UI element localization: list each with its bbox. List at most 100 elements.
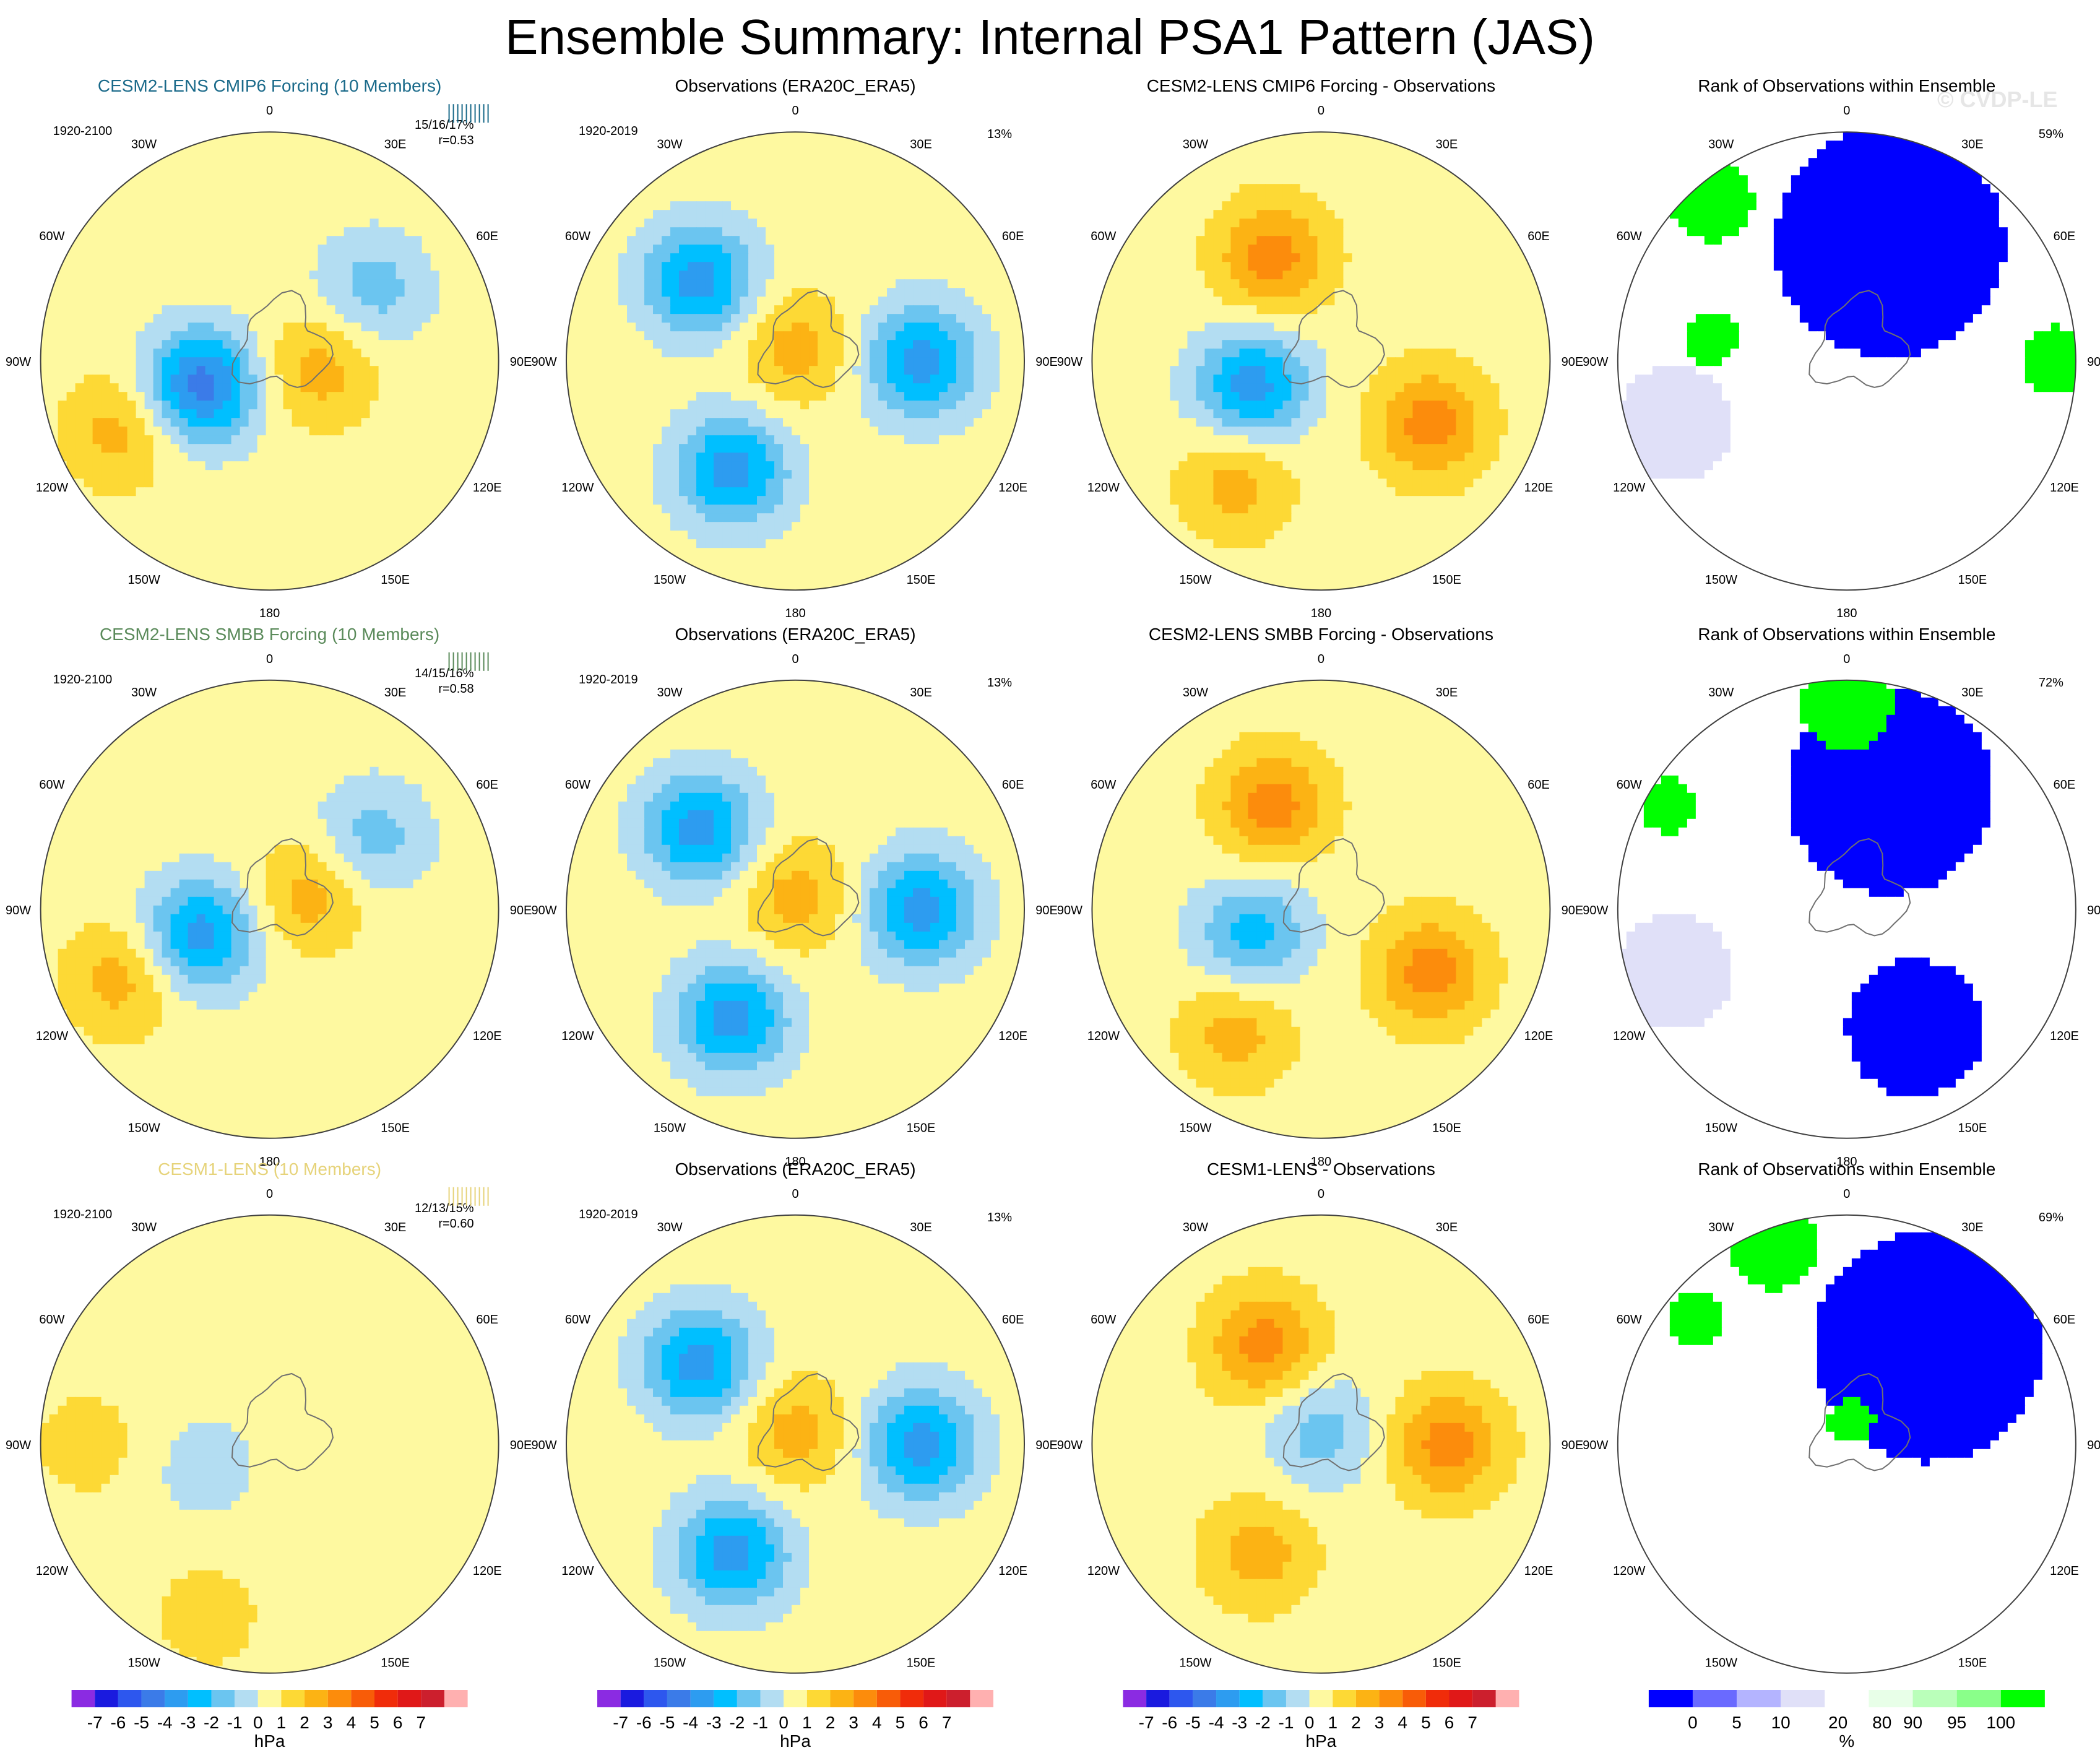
lon-label-30E: 30E xyxy=(910,138,932,152)
colorbar-swatch xyxy=(2000,1690,2045,1707)
lon-label-120W: 120W xyxy=(1613,1029,1645,1043)
panel-title: Observations (ERA20C_ERA5) xyxy=(675,76,915,95)
colorbar-swatch xyxy=(644,1690,667,1707)
map-boundary xyxy=(1091,1214,1551,1674)
colorbar-swatch xyxy=(235,1690,258,1707)
stats-label: 15/16/17% xyxy=(415,118,474,132)
lon-label-180: 180 xyxy=(259,607,280,620)
coastline xyxy=(1282,290,1385,388)
lon-label-30W: 30W xyxy=(1708,1221,1734,1234)
lon-label-120W: 120W xyxy=(1087,1029,1120,1043)
lon-label-120E: 120E xyxy=(1524,1029,1553,1043)
colorbar-swatch xyxy=(667,1690,691,1707)
map-boundary xyxy=(566,131,1026,591)
lon-label-60W: 60W xyxy=(1617,778,1642,792)
lon-label-120E: 120E xyxy=(1524,481,1553,495)
colorbar-tick: -2 xyxy=(729,1713,745,1732)
coastline xyxy=(1282,838,1385,937)
colorbar-tick: 10 xyxy=(1771,1713,1791,1732)
coastline xyxy=(757,838,860,937)
colorbar-swatch xyxy=(1285,1690,1310,1707)
pct-label: 69% xyxy=(2039,1211,2063,1224)
colorbar-swatch xyxy=(444,1690,468,1707)
correlation-label: r=0.53 xyxy=(438,134,473,147)
lon-label-90E: 90E xyxy=(1562,1439,1584,1452)
lon-label-0: 0 xyxy=(1843,652,1850,666)
colorbar-tick: -1 xyxy=(1279,1713,1294,1732)
lon-label-0: 0 xyxy=(792,1187,798,1201)
lon-label-150W: 150W xyxy=(1705,1121,1737,1135)
lon-label-150W: 150W xyxy=(1179,573,1211,587)
lon-label-60W: 60W xyxy=(1091,778,1116,792)
colorbar-tick: 5 xyxy=(1732,1713,1742,1732)
lon-label-150W: 150W xyxy=(127,1121,160,1135)
colorbar-swatch xyxy=(1449,1690,1473,1707)
lon-label-30W: 30W xyxy=(657,1221,682,1234)
lon-label-120E: 120E xyxy=(2050,1029,2079,1043)
colorbar-swatch xyxy=(165,1690,188,1707)
lon-label-30W: 30W xyxy=(131,1221,157,1234)
coastline xyxy=(231,838,334,937)
colorbar-tick: 90 xyxy=(1903,1713,1922,1732)
map-panel-psa1-cmip6: 0 30E 60E 90E 120E 150E 180 150W 120W 90W 60W 30W CE… xyxy=(6,76,532,620)
colorbar-tick: 3 xyxy=(1375,1713,1385,1732)
colorbar-tick: 2 xyxy=(300,1713,309,1732)
colorbar-swatch xyxy=(946,1690,970,1707)
colorbar-swatch xyxy=(760,1690,784,1707)
lon-label-90E: 90E xyxy=(510,355,532,369)
lon-label-150E: 150E xyxy=(381,573,410,587)
lon-label-90E: 90E xyxy=(2087,1439,2100,1452)
lon-label-60W: 60W xyxy=(1617,230,1642,243)
lon-label-0: 0 xyxy=(266,104,273,118)
colorbar-tick: 0 xyxy=(1305,1713,1315,1732)
colorbar-swatch xyxy=(1495,1690,1519,1707)
lon-label-120E: 120E xyxy=(998,1564,1027,1578)
lon-label-0: 0 xyxy=(1843,104,1850,118)
colorbar-swatch xyxy=(876,1690,901,1707)
lon-label-180: 180 xyxy=(785,607,805,620)
lon-label-120E: 120E xyxy=(473,1029,502,1043)
lon-label-30E: 30E xyxy=(384,686,407,700)
lon-label-150W: 150W xyxy=(127,1656,160,1670)
lon-label-150E: 150E xyxy=(1432,1656,1461,1670)
colorbar-swatch xyxy=(597,1690,621,1707)
colorbar-tick: -1 xyxy=(227,1713,243,1732)
colorbar-swatch xyxy=(1239,1690,1263,1707)
colorbar-swatch xyxy=(1737,1690,1781,1707)
colorbar-tick: 4 xyxy=(347,1713,356,1732)
correlation-label: r=0.58 xyxy=(438,682,473,696)
lon-label-60E: 60E xyxy=(1002,1313,1024,1327)
colorbar-tick: -2 xyxy=(1255,1713,1271,1732)
coastline xyxy=(1808,1372,1911,1471)
colorbar-swatch xyxy=(374,1690,398,1707)
colorbar-swatch xyxy=(281,1690,305,1707)
lon-label-90E: 90E xyxy=(2087,355,2100,369)
lon-label-150W: 150W xyxy=(1705,573,1737,587)
map-boundary xyxy=(40,1214,499,1674)
colorbar-swatch xyxy=(397,1690,421,1707)
pct-label: 13% xyxy=(987,676,1012,690)
colorbar-tick: -7 xyxy=(87,1713,103,1732)
lon-label-150W: 150W xyxy=(1179,1121,1211,1135)
colorbar-tick: -7 xyxy=(613,1713,628,1732)
colorbar-tick: 3 xyxy=(849,1713,858,1732)
lon-label-0: 0 xyxy=(792,652,798,666)
map-panel-obs-1: 0 30E 60E 90E 120E 150E 180 150W 120W 90W 60W 30W Ob… xyxy=(531,76,1057,620)
lon-label-180: 180 xyxy=(785,1155,805,1169)
lon-label-90W: 90W xyxy=(6,1439,31,1452)
colorbar-swatch xyxy=(853,1690,877,1707)
colorbar-tick: -7 xyxy=(1139,1713,1154,1732)
colorbar-tick: 95 xyxy=(1947,1713,1966,1732)
panel-title: Observations (ERA20C_ERA5) xyxy=(675,1159,915,1179)
colorbar-swatch xyxy=(737,1690,761,1707)
lon-label-60E: 60E xyxy=(1527,230,1550,243)
lon-label-150E: 150E xyxy=(381,1121,410,1135)
lon-label-120W: 120W xyxy=(1087,1564,1120,1578)
lon-label-150E: 150E xyxy=(1958,1656,1987,1670)
lon-label-150E: 150E xyxy=(907,573,936,587)
lon-label-180: 180 xyxy=(259,1155,280,1169)
lon-label-90W: 90W xyxy=(1057,904,1082,917)
colorbar-tick: 7 xyxy=(1467,1713,1477,1732)
lon-label-90E: 90E xyxy=(1562,355,1584,369)
colorbar-tick: 7 xyxy=(942,1713,952,1732)
